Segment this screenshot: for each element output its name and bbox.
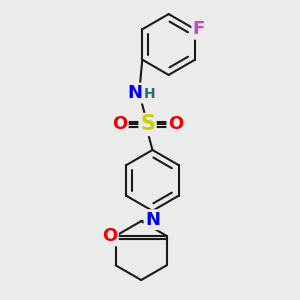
Text: O: O — [112, 116, 127, 134]
Text: F: F — [193, 20, 205, 38]
Text: N: N — [145, 211, 160, 229]
Text: O: O — [102, 227, 117, 245]
Text: N: N — [128, 84, 143, 102]
Text: S: S — [140, 115, 155, 134]
Text: O: O — [168, 116, 183, 134]
Text: H: H — [144, 87, 156, 101]
